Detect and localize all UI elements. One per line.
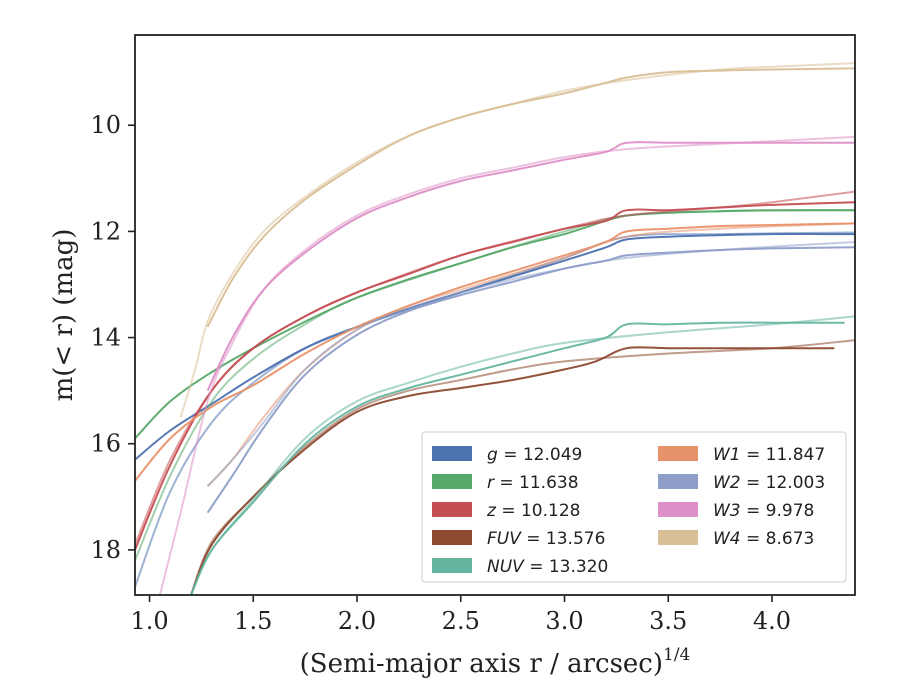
legend-swatch-w3: [658, 502, 698, 517]
y-tick-label: 16: [90, 430, 121, 458]
legend-series-value: = 10.128: [496, 501, 581, 521]
x-tick-label: 3.0: [545, 607, 583, 635]
y-tick-label: 10: [90, 111, 121, 139]
legend-series-value: = 8.673: [741, 529, 815, 549]
legend-series-name: NUV: [487, 557, 525, 577]
legend-series-name: W4: [713, 529, 741, 549]
legend-label-w1: W1 = 11.847: [713, 445, 825, 465]
legend-series-name: r: [487, 473, 495, 493]
legend-label-w2: W2 = 12.003: [713, 473, 825, 493]
legend-swatch-w2: [658, 474, 698, 489]
series-line-g: [135, 233, 855, 461]
legend-series-name: FUV: [487, 529, 522, 549]
x-tick-label: 2.5: [442, 607, 480, 635]
series-line-nuv-secondary: [190, 315, 855, 595]
legend-label-g: g = 12.049: [487, 445, 582, 465]
legend-series-name: W2: [713, 473, 741, 493]
legend-swatch-fuv: [432, 530, 472, 545]
legend-series-name: W3: [713, 501, 741, 521]
series-line-nuv: [190, 321, 845, 595]
legend-swatch-w4: [658, 530, 698, 545]
x-axis-label-exponent: 1/4: [663, 645, 690, 665]
x-axis-label: (Semi-major axis r / arcsec)1/4: [300, 645, 691, 679]
legend-label-z: z = 10.128: [486, 501, 580, 521]
x-tick-label: 1.0: [130, 607, 168, 635]
legend-series-name: g: [487, 445, 498, 465]
y-tick-label: 12: [90, 217, 121, 245]
legend-series-value: = 9.978: [741, 501, 815, 521]
x-axis-ticks: 1.0 1.5 2.0 2.5 3.0 3.5 4.0: [130, 595, 791, 635]
y-axis-label: m(< r) (mag): [49, 229, 79, 402]
plot-frame: [134, 34, 856, 596]
series-line-w3-secondary: [158, 135, 855, 595]
legend-label-r: r = 11.638: [487, 473, 579, 493]
legend-label-nuv: NUV = 13.320: [487, 557, 608, 577]
series-line-w4: [206, 67, 855, 328]
series-line-w2: [206, 246, 855, 514]
legend-box: [421, 431, 847, 583]
series-line-z: [135, 201, 855, 551]
series-line-r: [135, 209, 855, 440]
legend-swatch-g: [432, 446, 472, 461]
legend-label-w4: W4 = 8.673: [713, 529, 814, 549]
x-tick-label: 3.5: [649, 607, 687, 635]
y-tick-label: 14: [90, 324, 121, 352]
legend-series-name: W1: [713, 445, 741, 465]
legend-series-value: = 11.847: [741, 445, 826, 465]
legend-series-value: = 13.320: [524, 557, 609, 577]
series-line-w1-secondary: [206, 222, 855, 487]
series-line-w2-secondary: [206, 241, 855, 487]
series-line-w1: [135, 222, 855, 482]
legend-swatch-r: [432, 474, 472, 489]
x-axis-label-main: (Semi-major axis r / arcsec): [300, 649, 663, 679]
legend-series-value: = 11.638: [494, 473, 579, 493]
legend-series-value: = 12.049: [498, 445, 583, 465]
series-layer: [135, 62, 855, 595]
legend-series-value: = 13.576: [521, 529, 606, 549]
y-axis-ticks: 10 12 14 16 18: [90, 111, 135, 564]
legend-series-name: z: [486, 501, 497, 521]
legend-swatch-w1: [658, 446, 698, 461]
legend-series-value: = 12.003: [741, 473, 826, 493]
x-tick-label: 2.0: [338, 607, 376, 635]
legend-swatch-z: [432, 502, 472, 517]
legend-label-fuv: FUV = 13.576: [487, 529, 605, 549]
legend-swatch-nuv: [432, 558, 472, 573]
y-tick-label: 18: [90, 536, 121, 564]
x-tick-label: 1.5: [234, 607, 272, 635]
series-line-w3: [206, 141, 855, 392]
x-tick-label: 4.0: [753, 607, 791, 635]
legend-label-w3: W3 = 9.978: [713, 501, 814, 521]
